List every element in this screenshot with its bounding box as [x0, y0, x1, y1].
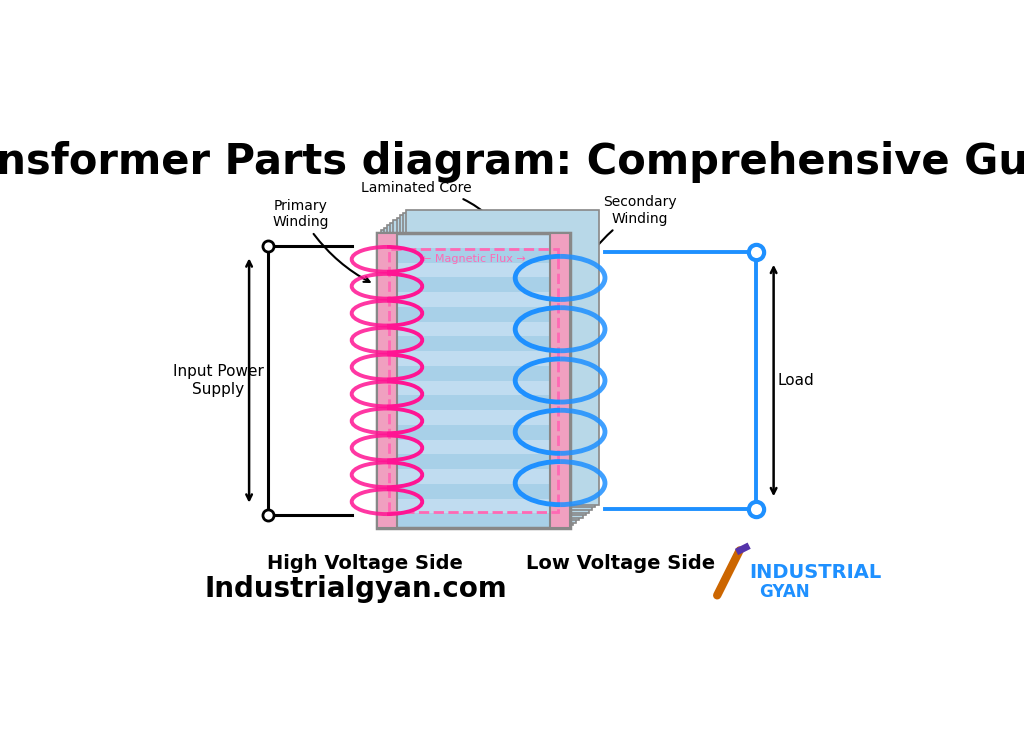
Bar — [377, 233, 569, 528]
Bar — [377, 454, 569, 469]
Text: Low Voltage Side: Low Voltage Side — [526, 554, 716, 573]
Bar — [399, 215, 592, 510]
Text: Secondary
Winding: Secondary Winding — [579, 195, 677, 273]
Text: Industrialgyan.com: Industrialgyan.com — [204, 575, 507, 603]
Bar — [384, 228, 577, 523]
Bar — [377, 307, 569, 322]
Bar — [377, 498, 569, 513]
Text: Primary
Winding: Primary Winding — [272, 199, 370, 282]
Bar — [377, 233, 569, 248]
Text: Load: Load — [777, 373, 814, 388]
Bar — [377, 351, 569, 366]
Text: GYAN: GYAN — [759, 583, 810, 601]
Bar — [377, 484, 569, 498]
Bar — [377, 322, 569, 336]
Bar — [377, 366, 569, 381]
Bar — [377, 233, 396, 528]
Bar — [377, 440, 569, 454]
Bar — [377, 262, 569, 277]
Bar — [396, 218, 589, 513]
Text: Input Power
Supply: Input Power Supply — [173, 364, 264, 397]
Bar — [377, 396, 569, 410]
Bar — [377, 425, 569, 440]
Bar — [377, 469, 569, 484]
Bar — [407, 210, 599, 505]
Text: Laminated Core: Laminated Core — [360, 181, 489, 217]
Bar — [377, 410, 569, 425]
Text: ← Magnetic Flux →: ← Magnetic Flux → — [422, 254, 525, 264]
Text: Transformer Parts diagram: Comprehensive Guide: Transformer Parts diagram: Comprehensive… — [0, 142, 1024, 183]
Text: High Voltage Side: High Voltage Side — [266, 554, 463, 573]
Text: INDUSTRIAL: INDUSTRIAL — [750, 563, 882, 583]
Bar — [551, 233, 569, 528]
Bar — [390, 223, 583, 518]
Bar — [381, 230, 572, 525]
Bar — [377, 277, 569, 292]
Bar — [387, 225, 580, 520]
Bar — [377, 513, 569, 528]
Bar — [403, 212, 595, 507]
Bar — [377, 233, 569, 528]
Bar — [377, 248, 569, 262]
Bar — [377, 381, 569, 396]
Bar — [393, 221, 586, 516]
Bar — [377, 292, 569, 307]
Bar — [389, 249, 558, 512]
Bar — [377, 336, 569, 351]
